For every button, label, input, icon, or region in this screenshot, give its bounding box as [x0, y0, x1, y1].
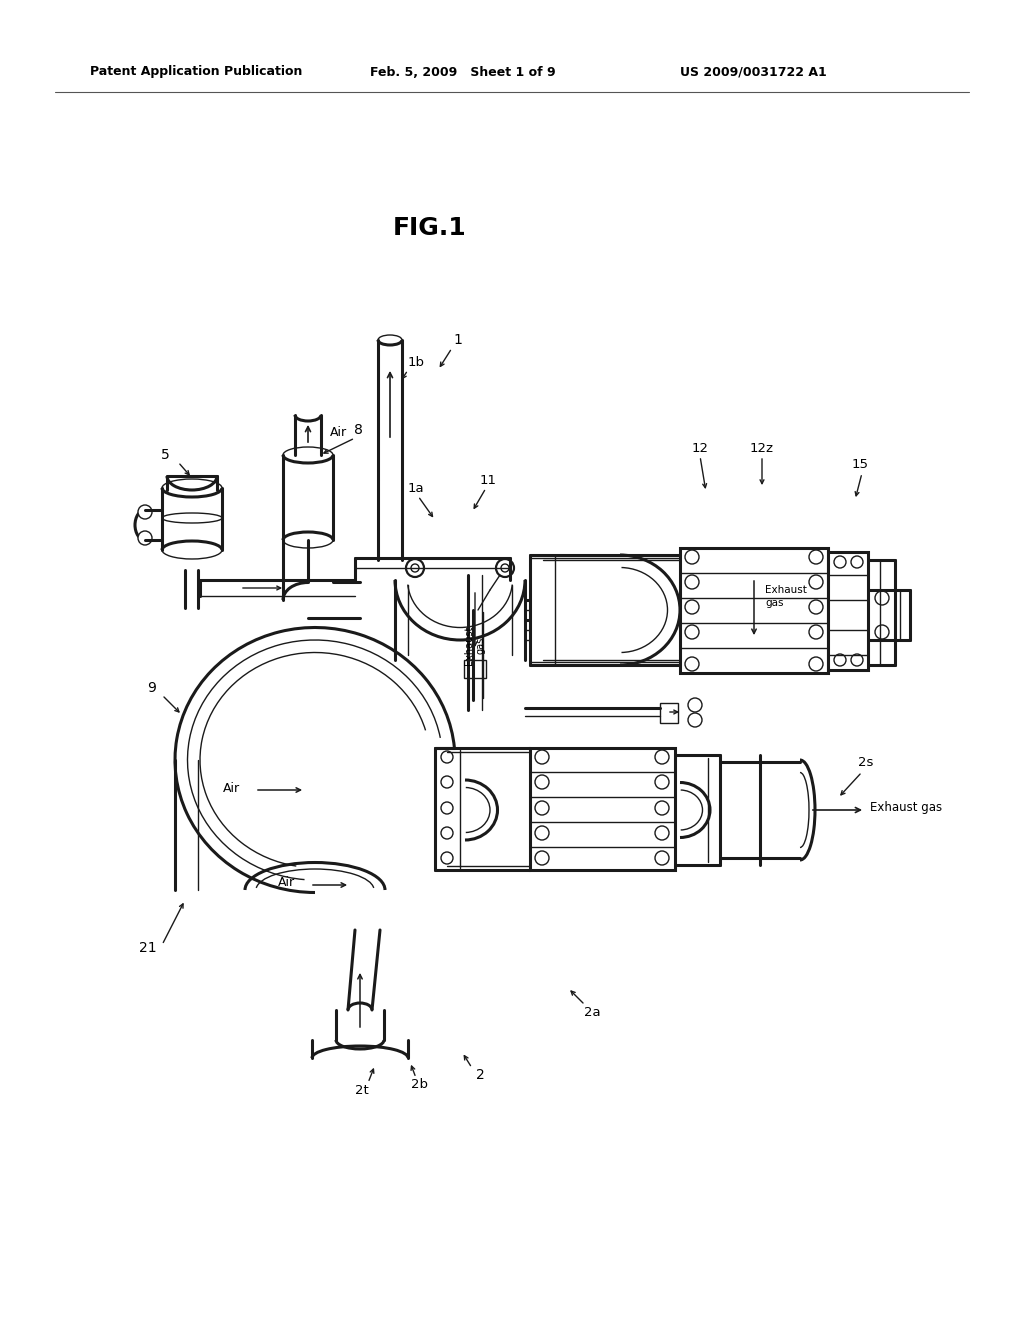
Circle shape [655, 826, 669, 840]
Text: 2s: 2s [858, 755, 873, 768]
Text: 8: 8 [353, 422, 362, 437]
Bar [828, 552, 868, 671]
Circle shape [809, 550, 823, 564]
Circle shape [441, 776, 453, 788]
Circle shape [411, 564, 419, 572]
Circle shape [406, 558, 424, 577]
Circle shape [685, 624, 699, 639]
Circle shape [685, 657, 699, 671]
Circle shape [496, 558, 514, 577]
Text: Air: Air [223, 781, 240, 795]
Text: Exhaust: Exhaust [765, 585, 807, 595]
Bar [464, 660, 486, 678]
Circle shape [655, 851, 669, 865]
Circle shape [809, 624, 823, 639]
Circle shape [874, 624, 889, 639]
Circle shape [535, 826, 549, 840]
Circle shape [535, 801, 549, 814]
Circle shape [138, 531, 152, 545]
Text: 2a: 2a [584, 1006, 600, 1019]
Circle shape [655, 750, 669, 764]
Text: Exhaust gas: Exhaust gas [870, 801, 942, 814]
Bar [530, 748, 675, 870]
Text: Air: Air [330, 425, 347, 438]
Text: 5: 5 [161, 447, 169, 462]
Circle shape [441, 851, 453, 865]
Text: 21: 21 [139, 941, 157, 954]
Text: US 2009/0031722 A1: US 2009/0031722 A1 [680, 66, 826, 78]
Bar [680, 548, 828, 673]
Text: 11: 11 [480, 474, 497, 487]
Circle shape [685, 601, 699, 614]
Text: 2b: 2b [412, 1078, 428, 1092]
Text: 2t: 2t [355, 1084, 369, 1097]
Text: 2: 2 [475, 1068, 484, 1082]
Text: 9: 9 [147, 681, 157, 696]
Circle shape [501, 564, 509, 572]
Text: Feb. 5, 2009   Sheet 1 of 9: Feb. 5, 2009 Sheet 1 of 9 [370, 66, 556, 78]
Circle shape [535, 750, 549, 764]
Circle shape [851, 556, 863, 568]
Text: 15: 15 [852, 458, 869, 471]
Circle shape [138, 506, 152, 519]
Circle shape [655, 775, 669, 789]
Circle shape [809, 576, 823, 589]
Text: FIG.1: FIG.1 [393, 216, 467, 240]
Circle shape [834, 653, 846, 667]
Circle shape [441, 803, 453, 814]
Circle shape [535, 851, 549, 865]
Text: 1a: 1a [408, 482, 425, 495]
Text: Exhaust
gas: Exhaust gas [464, 626, 485, 665]
Circle shape [535, 775, 549, 789]
Circle shape [688, 713, 702, 727]
Circle shape [441, 828, 453, 840]
Text: 1: 1 [454, 333, 463, 347]
Text: Patent Application Publication: Patent Application Publication [90, 66, 302, 78]
Text: 12z: 12z [750, 441, 774, 454]
Circle shape [655, 801, 669, 814]
Circle shape [441, 751, 453, 763]
Text: Air: Air [278, 876, 295, 890]
Text: 12: 12 [691, 441, 709, 454]
Circle shape [685, 550, 699, 564]
Circle shape [809, 657, 823, 671]
Text: gas: gas [765, 598, 783, 609]
Circle shape [809, 601, 823, 614]
Bar [660, 704, 678, 723]
Circle shape [688, 698, 702, 711]
Circle shape [685, 576, 699, 589]
Circle shape [874, 591, 889, 605]
Circle shape [851, 653, 863, 667]
Text: 1b: 1b [408, 355, 425, 368]
Circle shape [834, 556, 846, 568]
